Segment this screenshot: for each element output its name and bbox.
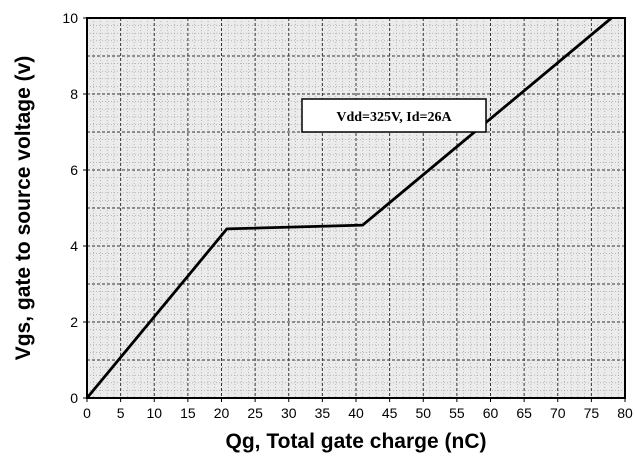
annotation-text: Vdd=325V, Id=26A (336, 110, 452, 125)
x-tick-label: 25 (247, 405, 263, 421)
x-tick-label: 70 (550, 405, 566, 421)
x-tick-label: 60 (483, 405, 499, 421)
x-tick-label: 50 (415, 405, 431, 421)
y-tick-label: 10 (62, 10, 78, 26)
y-tick-label: 2 (70, 314, 78, 330)
x-tick-label: 80 (617, 405, 633, 421)
annotation-box: Vdd=325V, Id=26A (301, 98, 487, 133)
y-tick-label: 0 (70, 390, 78, 406)
x-tick-label: 40 (348, 405, 364, 421)
y-axis-title: Vgs, gate to source voltage (v) (12, 56, 35, 361)
x-axis-title: Qg, Total gate charge (nC) (226, 430, 487, 453)
x-tick-label: 0 (83, 405, 91, 421)
y-axis-ticks: 0 2 4 6 8 10 (62, 10, 87, 406)
x-tick-label: 35 (315, 405, 331, 421)
x-tick-label: 20 (214, 405, 230, 421)
series-layer (85, 16, 613, 399)
y-tick-label: 4 (70, 238, 78, 254)
x-tick-label: 15 (180, 405, 196, 421)
series-line (85, 16, 613, 399)
annotation-frame (301, 98, 487, 133)
x-tick-label: 55 (449, 405, 465, 421)
x-tick-label: 5 (117, 405, 125, 421)
x-tick-label: 45 (382, 405, 398, 421)
y-tick-label: 6 (70, 162, 78, 178)
y-tick-label: 8 (70, 86, 78, 102)
x-tick-label: 10 (146, 405, 162, 421)
x-axis-ticks: 0 5 10 15 20 25 30 35 40 45 50 55 60 65 70 75 80 (83, 398, 633, 421)
x-tick-label: 75 (584, 405, 600, 421)
x-tick-label: 30 (281, 405, 297, 421)
x-tick-label: 65 (516, 405, 532, 421)
